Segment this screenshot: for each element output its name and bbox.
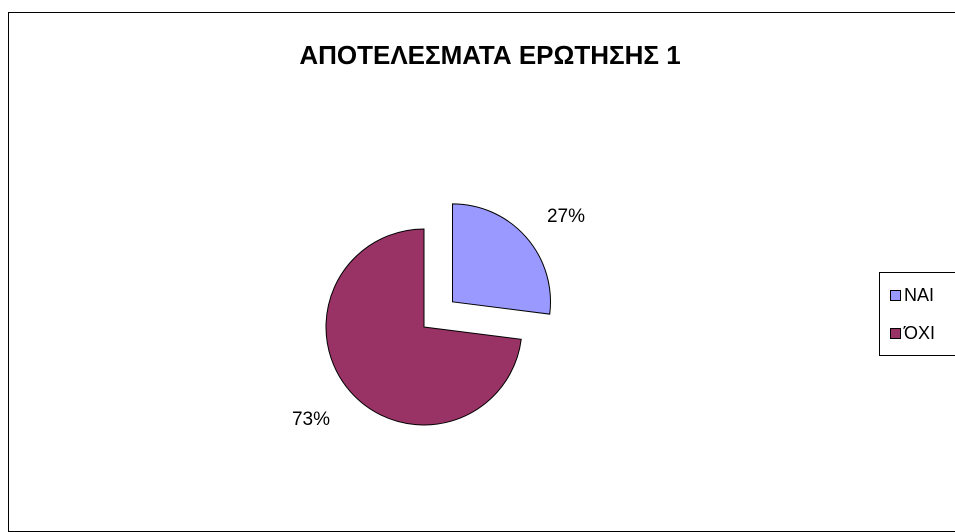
data-label-nai: 27%	[547, 206, 585, 227]
chart-title: ΑΠΟΤΕΛΕΣΜΑΤΑ ΕΡΩΤΗΣΗΣ 1	[299, 40, 681, 70]
legend-label-ochi: ΌΧΙ	[904, 322, 935, 343]
legend-item-ochi: ΌΧΙ	[890, 321, 935, 345]
legend-swatch-nai	[890, 289, 901, 301]
data-label-ochi: 73%	[292, 409, 330, 430]
legend-item-nai: ΝΑΙ	[890, 283, 934, 307]
legend: ΝΑΙ ΌΧΙ	[879, 272, 955, 356]
pie-slice-nai	[452, 203, 551, 315]
pie-slice-ochi	[325, 228, 522, 426]
legend-label-nai: ΝΑΙ	[904, 284, 935, 305]
legend-swatch-ochi	[890, 327, 901, 339]
